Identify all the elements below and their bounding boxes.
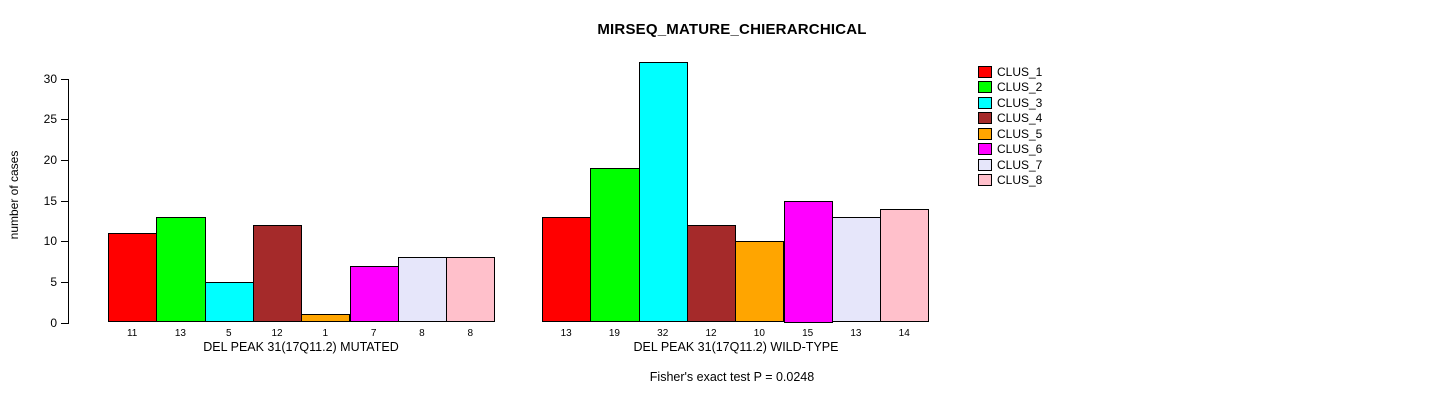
- bar-clus_1-group1: [108, 233, 158, 323]
- legend-label: CLUS_4: [997, 111, 1043, 126]
- legend-label: CLUS_2: [997, 80, 1043, 95]
- legend-swatch: [978, 112, 992, 125]
- bar-clus_8-group1: [446, 257, 496, 323]
- bar-clus_8-group2: [880, 208, 930, 323]
- y-tick: [61, 119, 68, 121]
- bar-value-label: 19: [608, 327, 620, 339]
- y-tick-label: 20: [43, 152, 57, 167]
- bar-value-label: 32: [657, 327, 669, 339]
- y-tick: [61, 78, 68, 80]
- bar-clus_4-group2: [686, 224, 737, 323]
- x-group-label-wild-type: DEL PEAK 31(17Q11.2) WILD-TYPE: [633, 340, 839, 354]
- y-tick: [61, 281, 68, 283]
- x-group-label-mutated: DEL PEAK 31(17Q11.2) MUTATED: [203, 340, 399, 354]
- bar-value-label: 12: [271, 327, 283, 339]
- legend-swatch: [978, 65, 992, 78]
- legend-row-clus_3: CLUS_3: [978, 95, 1042, 111]
- bar-clus_7-group1: [397, 257, 448, 323]
- bar-clus_2-group1: [156, 216, 206, 323]
- bar-value-label: 8: [467, 327, 474, 339]
- bar-value-label: 10: [753, 327, 765, 339]
- chart-title: MIRSEQ_MATURE_CHIERARCHICAL: [597, 21, 867, 38]
- bar-value-label: 13: [174, 327, 186, 339]
- legend-row-clus_8: CLUS_8: [978, 173, 1042, 189]
- y-tick: [61, 159, 68, 161]
- bar-clus_3-group2: [638, 62, 688, 323]
- bar-value-label: 13: [560, 327, 572, 339]
- bar-clus_7-group2: [831, 216, 882, 323]
- y-axis-line: [68, 78, 69, 324]
- legend-swatch: [978, 143, 992, 156]
- legend-row-clus_2: CLUS_2: [978, 80, 1042, 96]
- y-tick-label: 10: [43, 234, 57, 249]
- bar-value-label: 1: [322, 327, 329, 339]
- y-tick-label: 30: [43, 71, 57, 86]
- y-tick: [61, 200, 68, 202]
- bar-value-label: 8: [419, 327, 425, 339]
- legend-label: CLUS_5: [997, 126, 1043, 141]
- legend-swatch: [978, 96, 992, 109]
- legend-label: CLUS_6: [997, 142, 1043, 157]
- legend-swatch: [978, 158, 992, 171]
- legend-label: CLUS_3: [997, 95, 1043, 110]
- y-tick: [61, 322, 68, 324]
- legend-label: CLUS_8: [997, 173, 1043, 188]
- legend-swatch: [978, 174, 992, 187]
- legend-row-clus_5: CLUS_5: [978, 126, 1042, 142]
- bar-clus_6-group2: [783, 200, 833, 323]
- legend-row-clus_7: CLUS_7: [978, 157, 1042, 173]
- bar-clus_1-group2: [542, 216, 592, 323]
- bar-value-label: 13: [850, 327, 862, 339]
- bar-value-label: 15: [802, 327, 814, 339]
- legend-label: CLUS_1: [997, 64, 1043, 79]
- y-tick-label: 15: [43, 193, 57, 208]
- y-tick-label: 5: [50, 274, 57, 289]
- legend-swatch: [978, 81, 992, 94]
- annotation-fisher-test: Fisher's exact test P = 0.0248: [649, 370, 815, 384]
- bar-value-label: 12: [705, 327, 717, 339]
- bar-clus_2-group2: [590, 167, 640, 323]
- legend-row-clus_4: CLUS_4: [978, 111, 1042, 127]
- bar-clus_3-group1: [204, 281, 254, 323]
- bar-value-label: 14: [898, 327, 910, 339]
- bar-clus_4-group1: [252, 224, 303, 323]
- bar-clus_6-group1: [349, 265, 399, 323]
- bar-value-label: 5: [225, 327, 232, 339]
- legend: CLUS_1 CLUS_2 CLUS_3 CLUS_4 CLUS_5 CLUS_6 CLUS…: [978, 64, 1042, 188]
- legend-row-clus_1: CLUS_1: [978, 64, 1042, 80]
- bar-value-label: 11: [126, 327, 138, 339]
- y-tick: [61, 241, 68, 243]
- bar-value-label: 7: [370, 327, 377, 339]
- legend-label: CLUS_7: [997, 157, 1043, 172]
- bar-clus_5-group2: [735, 241, 785, 323]
- y-tick-label: 0: [50, 315, 57, 330]
- bar-clus_5-group1: [301, 314, 351, 323]
- legend-row-clus_6: CLUS_6: [978, 142, 1042, 158]
- y-tick-label: 25: [43, 112, 57, 127]
- legend-swatch: [978, 127, 992, 140]
